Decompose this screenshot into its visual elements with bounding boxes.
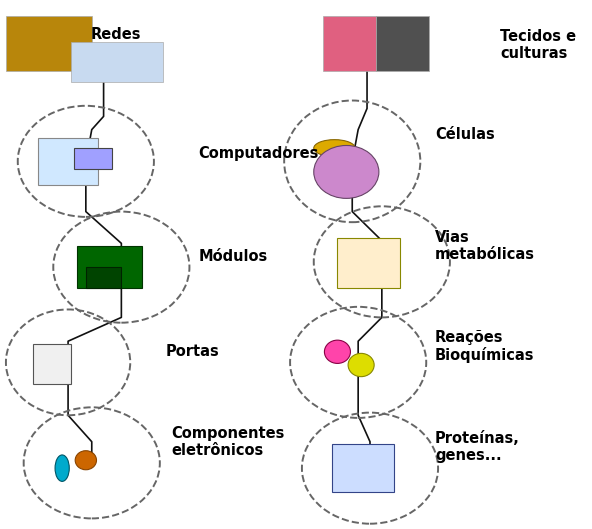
Ellipse shape [314, 145, 379, 198]
Ellipse shape [348, 353, 374, 377]
Ellipse shape [314, 140, 355, 157]
Text: Módulos: Módulos [198, 249, 268, 264]
Bar [6, 16, 92, 71]
Bar [71, 42, 163, 82]
Ellipse shape [324, 340, 350, 363]
Ellipse shape [75, 451, 96, 470]
Ellipse shape [55, 455, 69, 481]
Text: Computadores: Computadores [198, 146, 318, 161]
Text: Células: Células [435, 127, 495, 142]
Bar [376, 16, 429, 71]
Text: Proteínas,
genes...: Proteínas, genes... [435, 431, 520, 463]
Text: Portas: Portas [166, 344, 220, 359]
Bar [337, 238, 400, 288]
Text: Tecidos e
culturas: Tecidos e culturas [500, 29, 577, 61]
Text: Componentes
eletrônicos: Componentes eletrônicos [172, 425, 285, 458]
Bar [86, 267, 121, 288]
Bar [332, 444, 394, 492]
Bar [38, 138, 98, 185]
Text: Reações
Bioquímicas: Reações Bioquímicas [435, 330, 535, 363]
Text: Redes: Redes [90, 27, 141, 42]
Bar [33, 344, 71, 384]
Bar [74, 148, 112, 169]
Bar [77, 246, 142, 288]
Bar [323, 16, 376, 71]
Text: Vias
metabólicas: Vias metabólicas [435, 230, 535, 262]
